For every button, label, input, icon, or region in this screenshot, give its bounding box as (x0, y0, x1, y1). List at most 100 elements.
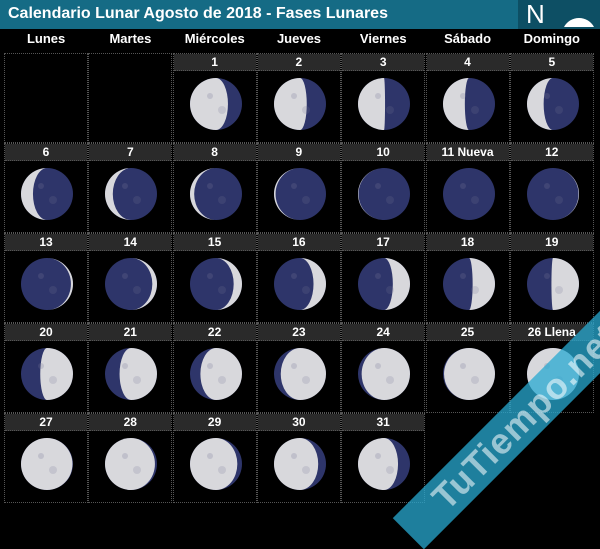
day-cell[interactable]: 19 (509, 233, 594, 323)
moon-phase-icon (358, 78, 411, 130)
day-cell[interactable]: 30 (256, 413, 341, 503)
moon-phase-icon (273, 438, 326, 490)
day-cell[interactable]: 27 (4, 413, 88, 503)
weekday-label: Domingo (523, 31, 580, 46)
day-number: 3 (342, 54, 425, 71)
day-cell[interactable]: 20 (4, 323, 88, 413)
day-number: 31 (342, 414, 425, 431)
day-cell[interactable]: 29 (172, 413, 257, 503)
calendar-grid: 1 2 3 4 5 6 7 8 9 10 11 Nueva 12 13 14 15 16 17 18 19 20 21 2… (4, 53, 594, 503)
day-number: 17 (342, 234, 425, 251)
day-number: 7 (89, 144, 172, 161)
day-number: 22 (173, 324, 256, 341)
site-logo[interactable]: N (518, 0, 600, 29)
moon-phase-icon (189, 348, 242, 400)
day-number: 5 (510, 54, 593, 71)
moon-phase-icon (273, 78, 326, 130)
moon-phase-icon (105, 438, 158, 490)
globe-icon (564, 11, 594, 27)
moon-phase-icon (21, 438, 73, 490)
day-number: 12 (510, 144, 593, 161)
moon-phase-icon (442, 78, 495, 130)
day-cell[interactable]: 11 Nueva (425, 143, 510, 233)
empty-cell (88, 53, 173, 143)
day-number: 8 (173, 144, 256, 161)
moon-phase-icon (442, 348, 495, 400)
weekday-label: Lunes (26, 31, 66, 46)
day-cell[interactable]: 7 (88, 143, 173, 233)
day-cell[interactable]: 13 (4, 233, 88, 323)
day-number: 28 (89, 414, 172, 431)
day-cell[interactable]: 21 (88, 323, 173, 413)
day-number: 18 (426, 234, 509, 251)
day-cell[interactable]: 18 (425, 233, 510, 323)
day-cell[interactable]: 22 (172, 323, 257, 413)
day-number: 16 (257, 234, 340, 251)
moon-phase-icon (21, 168, 73, 220)
day-number: 21 (89, 324, 172, 341)
day-number: 30 (257, 414, 340, 431)
title-bar: Calendario Lunar Agosto de 2018 - Fases … (0, 0, 600, 29)
moon-phase-icon (526, 258, 579, 310)
day-cell[interactable]: 8 (172, 143, 257, 233)
empty-cell (4, 53, 88, 143)
day-cell[interactable]: 23 (256, 323, 341, 413)
day-cell[interactable]: 12 (509, 143, 594, 233)
day-number: 2 (257, 54, 340, 71)
day-number: 13 (5, 234, 87, 251)
moon-phase-icon (189, 438, 242, 490)
moon-phase-icon (442, 168, 495, 220)
moon-phase-icon (273, 258, 326, 310)
day-number: 14 (89, 234, 172, 251)
day-number: 1 (173, 54, 256, 71)
day-cell[interactable]: 6 (4, 143, 88, 233)
day-number: 24 (342, 324, 425, 341)
day-cell[interactable]: 24 (341, 323, 426, 413)
day-cell[interactable]: 16 (256, 233, 341, 323)
moon-phase-icon (21, 258, 73, 310)
day-cell[interactable]: 9 (256, 143, 341, 233)
weekday-label: Viernes (359, 31, 407, 46)
day-cell[interactable]: 28 (88, 413, 173, 503)
moon-phase-icon (189, 78, 242, 130)
day-number: 19 (510, 234, 593, 251)
moon-phase-icon (105, 348, 158, 400)
day-number: 20 (5, 324, 87, 341)
moon-phase-icon (105, 258, 158, 310)
day-cell[interactable]: 31 (341, 413, 426, 503)
day-cell[interactable]: 4 (425, 53, 510, 143)
day-number: 4 (426, 54, 509, 71)
moon-phase-icon (189, 258, 242, 310)
moon-phase-icon (105, 168, 158, 220)
moon-phase-icon (358, 348, 411, 400)
day-cell[interactable]: 25 (425, 323, 510, 413)
moon-phase-icon (358, 438, 411, 490)
moon-phase-icon (189, 168, 242, 220)
moon-phase-icon (358, 258, 411, 310)
day-number: 23 (257, 324, 340, 341)
day-number: 11 Nueva (426, 144, 509, 161)
day-number: 15 (173, 234, 256, 251)
day-cell[interactable]: 17 (341, 233, 426, 323)
weekday-header: Lunes Martes Miércoles Jueves Viernes Sábado D… (4, 31, 594, 51)
weekday-label: Sábado (444, 31, 492, 46)
day-cell[interactable]: 2 (256, 53, 341, 143)
day-cell[interactable]: 1 (172, 53, 257, 143)
day-cell[interactable]: 10 (341, 143, 426, 233)
day-number: 9 (257, 144, 340, 161)
moon-phase-icon (273, 168, 326, 220)
day-number: 27 (5, 414, 87, 431)
moon-phase-icon (273, 348, 326, 400)
page-title: Calendario Lunar Agosto de 2018 - Fases … (8, 5, 388, 22)
moon-phase-icon (442, 258, 495, 310)
moon-phase-icon (526, 78, 579, 130)
day-cell[interactable]: 14 (88, 233, 173, 323)
moon-phase-icon (358, 168, 411, 220)
day-cell[interactable]: 5 (509, 53, 594, 143)
day-cell[interactable]: 3 (341, 53, 426, 143)
weekday-label: Martes (109, 31, 152, 46)
moon-phase-icon (21, 348, 73, 400)
day-cell[interactable]: 15 (172, 233, 257, 323)
day-number: 29 (173, 414, 256, 431)
day-number: 25 (426, 324, 509, 341)
